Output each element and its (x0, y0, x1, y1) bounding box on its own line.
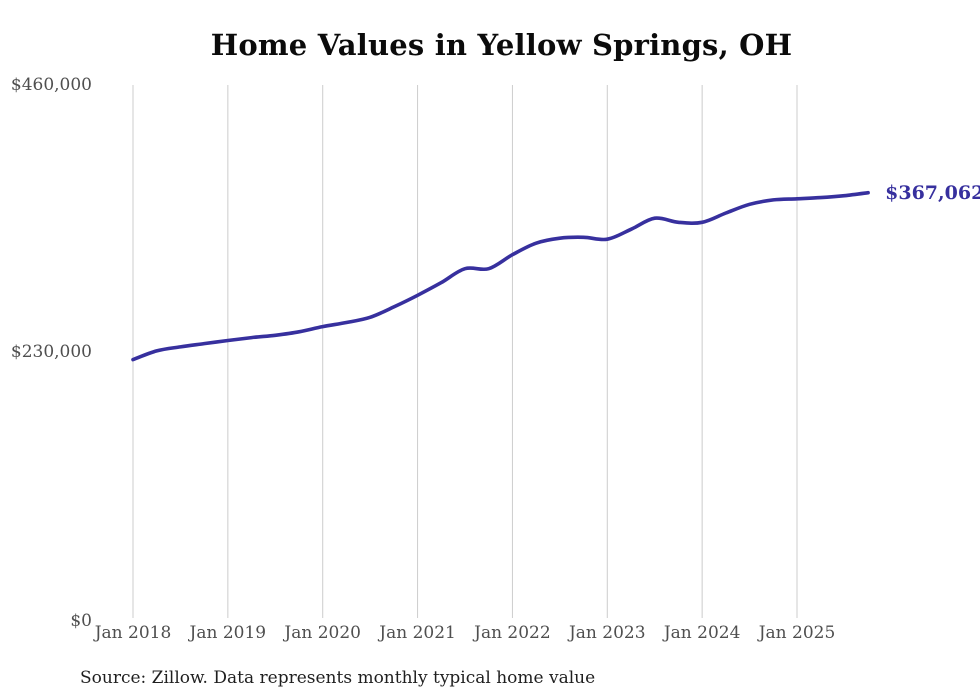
x-tick-label: Jan 2021 (379, 623, 456, 643)
source-note: Source: Zillow. Data represents monthly … (80, 668, 596, 688)
latest-value-label: $367,062 (885, 182, 980, 205)
x-tick-label: Jan 2025 (758, 623, 836, 643)
x-tick-label: Jan 2023 (568, 623, 646, 643)
x-tick-label: Jan 2024 (663, 623, 741, 643)
x-tick-label: Jan 2020 (284, 623, 361, 643)
chart-title: Home Values in Yellow Springs, OH (210, 28, 793, 62)
home-value-line (131, 190, 870, 362)
x-tick-label: Jan 2022 (474, 623, 551, 643)
y-tick-label: $460,000 (10, 75, 92, 95)
x-tick-label: Jan 2018 (94, 623, 172, 643)
y-tick-label: $230,000 (10, 341, 92, 362)
y-tick-label: $0 (70, 611, 92, 631)
x-tick-label: Jan 2019 (189, 623, 267, 643)
